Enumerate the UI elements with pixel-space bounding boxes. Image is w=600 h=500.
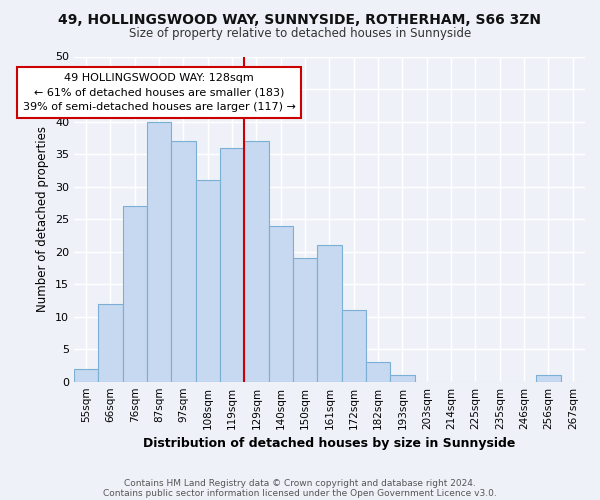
Bar — [244, 141, 269, 382]
Bar — [147, 122, 171, 382]
Bar — [391, 375, 415, 382]
Y-axis label: Number of detached properties: Number of detached properties — [37, 126, 49, 312]
Bar — [220, 148, 244, 382]
X-axis label: Distribution of detached houses by size in Sunnyside: Distribution of detached houses by size … — [143, 437, 515, 450]
Bar — [196, 180, 220, 382]
Bar — [269, 226, 293, 382]
Bar — [317, 245, 341, 382]
Text: Size of property relative to detached houses in Sunnyside: Size of property relative to detached ho… — [129, 28, 471, 40]
Text: 49 HOLLINGSWOOD WAY: 128sqm
← 61% of detached houses are smaller (183)
39% of se: 49 HOLLINGSWOOD WAY: 128sqm ← 61% of det… — [23, 73, 296, 112]
Bar — [293, 258, 317, 382]
Text: Contains HM Land Registry data © Crown copyright and database right 2024.: Contains HM Land Registry data © Crown c… — [124, 478, 476, 488]
Bar — [171, 141, 196, 382]
Bar — [341, 310, 366, 382]
Bar — [98, 304, 122, 382]
Bar — [366, 362, 391, 382]
Text: Contains public sector information licensed under the Open Government Licence v3: Contains public sector information licen… — [103, 488, 497, 498]
Bar — [74, 368, 98, 382]
Text: 49, HOLLINGSWOOD WAY, SUNNYSIDE, ROTHERHAM, S66 3ZN: 49, HOLLINGSWOOD WAY, SUNNYSIDE, ROTHERH… — [59, 12, 542, 26]
Bar — [122, 206, 147, 382]
Bar — [536, 375, 560, 382]
